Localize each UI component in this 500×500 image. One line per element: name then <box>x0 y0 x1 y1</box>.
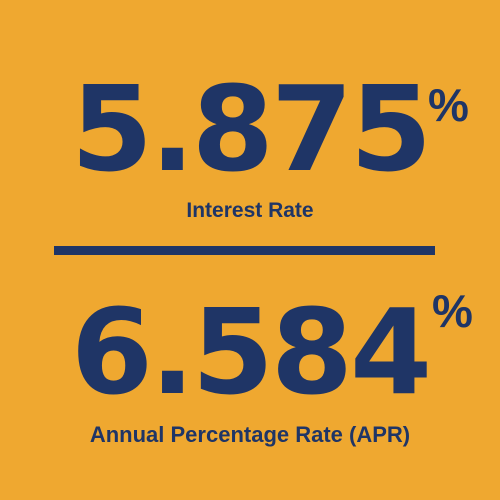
apr-value: 6.584 <box>70 283 432 421</box>
interest-rate-label: Interest Rate <box>186 199 314 222</box>
divider-line <box>54 246 435 255</box>
apr-label: Annual Percentage Rate (APR) <box>89 422 411 447</box>
apr-percent-symbol: % <box>432 285 473 337</box>
interest-rate-value: 5.875 <box>70 60 432 198</box>
interest-rate-percent-symbol: % <box>428 79 469 131</box>
